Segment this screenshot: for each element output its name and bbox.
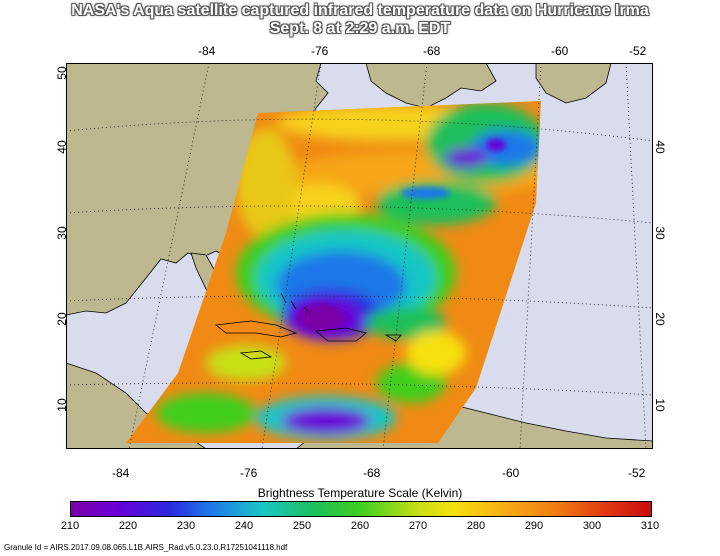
top-lon-tick: -68 (423, 44, 441, 58)
colorbar-tick: 240 (234, 520, 254, 532)
right-lat-tick: 10 (653, 398, 667, 412)
bottom-lon-tick: -52 (628, 466, 646, 480)
colorbar-tick: 230 (176, 520, 196, 532)
colorbar-tick: 300 (582, 520, 602, 532)
colorbar-tick: 210 (60, 520, 80, 532)
bottom-lon-tick: -84 (112, 466, 130, 480)
right-lat-tick: 30 (653, 226, 667, 240)
top-lon-tick: -76 (311, 44, 329, 58)
colorbar-title: Brightness Temperature Scale (Kelvin) (257, 486, 463, 500)
canada-maritime-land (365, 63, 497, 109)
colorbar-tick: 310 (640, 520, 660, 532)
newfoundland-land (535, 63, 612, 104)
map-title-line1: NASA's Aqua satellite captured infrared … (71, 2, 649, 19)
map-border (66, 63, 653, 449)
right-lat-tick: 20 (653, 312, 667, 326)
graticule (66, 63, 653, 449)
bottom-lon-tick: -60 (502, 466, 520, 480)
top-lon-tick: -84 (198, 44, 216, 58)
colorbar-tick: 280 (466, 520, 486, 532)
top-lon-tick: -60 (551, 44, 569, 58)
top-lon-tick: -52 (629, 44, 647, 58)
bottom-lon-tick: -76 (240, 466, 258, 480)
granule-id: Granule Id = AIRS.2017.09.08.065.L1B.AIR… (4, 543, 288, 552)
colorbar-tick: 290 (524, 520, 544, 532)
bottom-lon-tick: -68 (363, 466, 381, 480)
map-title-line2: Sept. 8 at 2:29 a.m. EDT (269, 20, 451, 37)
infrared-map (66, 63, 653, 449)
colorbar-tick: 220 (118, 520, 138, 532)
colorbar-tick: 270 (408, 520, 428, 532)
colorbar-tick: 250 (292, 520, 312, 532)
temperature-colorbar (70, 501, 652, 517)
caribbean-islands (214, 292, 402, 360)
colorbar-tick: 260 (350, 520, 370, 532)
right-lat-tick: 40 (653, 140, 667, 154)
